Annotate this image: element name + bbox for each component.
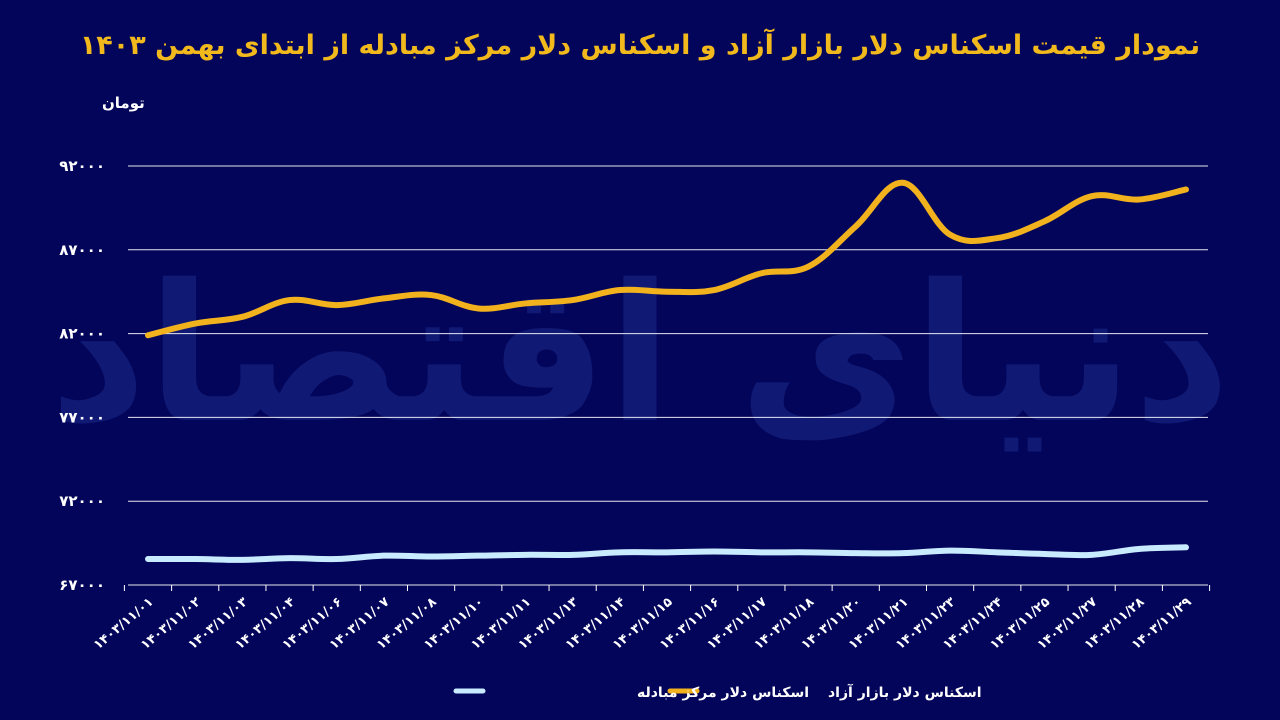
legend-label: اسکناس دلار مرکز مبادله [637,685,809,701]
y-tick-label: ۷۲۰۰۰ [59,492,105,510]
series-lines [145,179,1189,563]
legend: اسکناس دلار بازار آزاد اسکناس دلار مرکز م… [453,683,982,701]
gridlines [128,165,1208,586]
y-tick-label: ۷۷۰۰۰ [59,408,105,426]
series-line-1 [145,544,1189,563]
x-axis-ticks: ۱۴۰۳/۱۱/۰۱۱۴۰۳/۱۱/۰۲۱۴۰۳/۱۱/۰۳۱۴۰۳/۱۱/۰۴… [91,585,1211,653]
chart-title: نمودار قیمت اسکناس دلار بازار آزاد و اسک… [79,30,1201,61]
y-axis-ticks: ۶۷۰۰۰ ۷۲۰۰۰ ۷۷۰۰۰ ۸۲۰۰۰ ۸۷۰۰۰ ۹۲۰۰۰ [59,157,105,594]
y-axis-unit-label: تومان [102,94,145,112]
legend-label: اسکناس دلار بازار آزاد [828,683,982,701]
y-tick-label: ۹۲۰۰۰ [59,157,105,175]
y-tick-label: ۸۷۰۰۰ [59,241,105,259]
y-tick-label: ۸۲۰۰۰ [59,325,105,343]
y-tick-label: ۶۷۰۰۰ [59,576,105,594]
watermark-logo: دنیای اقتصاد [49,244,1230,465]
